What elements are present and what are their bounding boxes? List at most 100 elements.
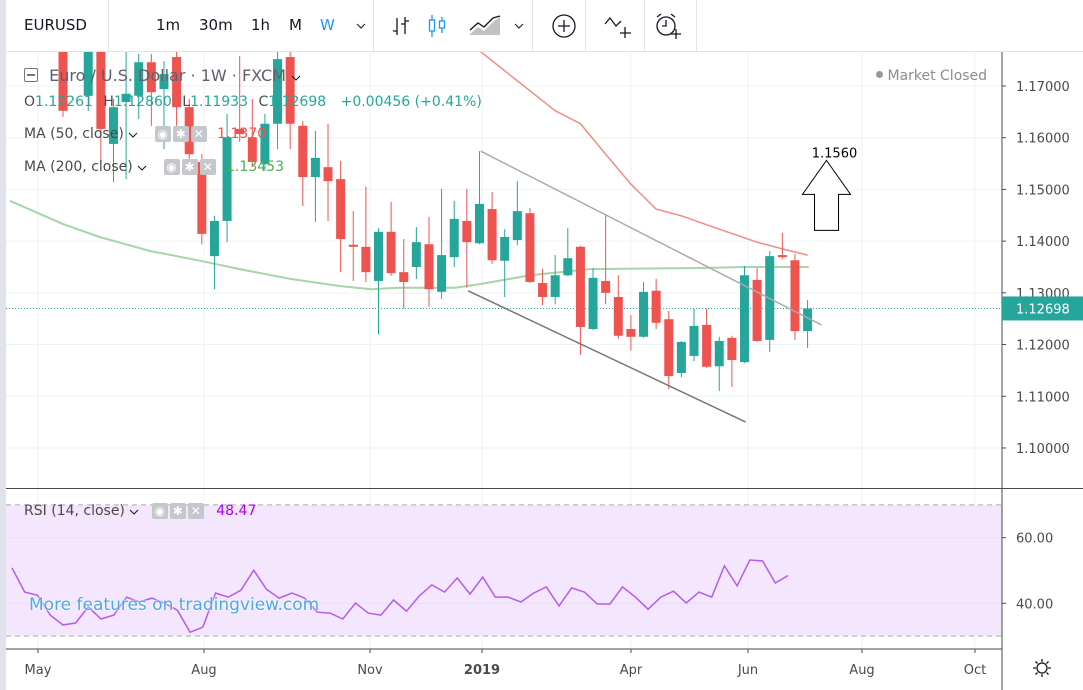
low-label: L	[182, 94, 191, 110]
candle-down	[348, 244, 358, 247]
candle-down	[538, 283, 548, 297]
symbol-description: Euro / U.S. Dollar · 1W · FXCM	[49, 66, 286, 85]
ma200-legend[interactable]: MA (200, close) ◉ ✱ ✕ 1.13453	[24, 159, 284, 175]
candle-up	[374, 231, 383, 281]
candle-down	[601, 280, 611, 293]
chevron-down-icon[interactable]	[129, 509, 139, 515]
candle-up	[474, 203, 484, 244]
divider	[532, 0, 533, 51]
price-tick-label: 1.14000	[1016, 235, 1070, 250]
candle-up	[108, 107, 118, 144]
open-value: 1.12261	[35, 94, 93, 110]
candle-down	[96, 52, 106, 129]
price-change: +0.00456 (+0.41%)	[340, 94, 482, 110]
ma200-value: 1.13453	[226, 159, 284, 175]
candle-down	[487, 209, 497, 261]
interval-30m[interactable]: 30m	[199, 16, 233, 34]
candle-down	[424, 244, 434, 290]
candles-chart-icon[interactable]	[426, 0, 448, 51]
divider	[108, 0, 109, 51]
low-value: 1.11933	[190, 94, 248, 110]
candle-down	[172, 57, 182, 108]
collapse-legend-icon[interactable]	[24, 68, 38, 82]
candle-up	[260, 123, 270, 165]
candle-up	[676, 341, 686, 373]
area-chart-icon[interactable]	[468, 0, 502, 51]
price-tick-label: 1.16000	[1016, 132, 1070, 147]
candle-up	[411, 242, 421, 267]
close-icon[interactable]: ✕	[190, 126, 207, 142]
candle-down	[247, 137, 257, 163]
rsi-tick-label: 40.00	[1016, 597, 1053, 612]
candle-down	[777, 255, 787, 258]
close-label: C	[258, 94, 269, 110]
chevron-down-icon[interactable]	[128, 132, 138, 138]
chevron-down-icon[interactable]	[291, 75, 301, 81]
market-status: Market Closed	[876, 68, 987, 84]
interval-1m[interactable]: 1m	[156, 16, 181, 34]
price-tick-label: 1.11000	[1016, 390, 1070, 405]
candle-up	[134, 62, 144, 96]
eye-icon[interactable]: ◉	[151, 503, 168, 519]
candle-down	[525, 213, 535, 282]
candle-down	[184, 107, 194, 155]
alert-alarm-clock-icon[interactable]	[654, 0, 684, 51]
candle-up	[689, 325, 699, 356]
eye-icon[interactable]: ◉	[163, 159, 180, 175]
rsi-line	[11, 559, 789, 634]
gear-icon[interactable]: ✱	[172, 126, 189, 142]
high-label: H	[103, 94, 114, 110]
time-tick-label: Aug	[191, 663, 216, 678]
candle-down	[727, 337, 737, 361]
eye-icon[interactable]: ◉	[154, 126, 171, 142]
rsi-label: RSI (14, close)	[24, 503, 125, 519]
interval-dropdown-chevron-icon[interactable]	[356, 0, 366, 51]
compare-add-symbol-icon[interactable]	[551, 0, 577, 51]
candle-up	[449, 218, 459, 258]
rsi-tick-label: 60.00	[1016, 532, 1053, 547]
gear-icon[interactable]: ✱	[181, 159, 198, 175]
chart-type-chevron-icon[interactable]	[514, 0, 524, 51]
candle-down	[752, 279, 762, 341]
ma200-label: MA (200, close)	[24, 159, 133, 175]
series-legend-title[interactable]: Euro / U.S. Dollar · 1W · FXCM	[24, 66, 301, 85]
rsi-legend[interactable]: RSI (14, close) ◉ ✱ ✕ 48.47	[24, 503, 256, 519]
candle-down	[664, 319, 674, 377]
tradingview-watermark-link[interactable]: More features on tradingview.com	[29, 595, 320, 615]
market-status-text: Market Closed	[887, 68, 988, 84]
chevron-down-icon[interactable]	[137, 165, 147, 171]
symbol-search-button[interactable]: EURUSD	[24, 16, 87, 34]
time-tick-label: Jun	[737, 663, 758, 678]
up-arrow-annotation	[801, 159, 852, 231]
time-tick-label: May	[25, 663, 52, 678]
candle-down	[613, 296, 623, 336]
candle-up	[739, 275, 749, 363]
candle-up	[500, 236, 510, 261]
left-sidebar-edge	[0, 0, 6, 690]
bars-chart-icon[interactable]	[390, 0, 412, 51]
interval-M[interactable]: M	[289, 16, 302, 34]
close-value: 1.12698	[268, 94, 327, 110]
candle-down	[626, 329, 636, 337]
candle-up	[639, 291, 649, 337]
candle-down	[146, 62, 156, 93]
price-tick-label: 1.12000	[1016, 339, 1070, 354]
close-icon[interactable]: ✕	[199, 159, 216, 175]
interval-1h[interactable]: 1h	[251, 16, 271, 34]
open-label: O	[24, 94, 36, 110]
candle-up	[83, 52, 93, 96]
ma50-legend[interactable]: MA (50, close) ◉ ✱ ✕ 1.1370	[24, 126, 266, 142]
gear-icon[interactable]: ✱	[169, 503, 186, 519]
interval-W-active[interactable]: W	[320, 16, 335, 34]
time-tick-label: 2019	[464, 663, 500, 678]
time-tick-label: Oct	[964, 663, 986, 678]
divider	[585, 0, 586, 51]
candle-up	[437, 255, 447, 292]
close-icon[interactable]: ✕	[187, 503, 204, 519]
candle-down	[235, 128, 245, 135]
candle-up	[222, 137, 232, 221]
indicators-icon[interactable]	[603, 0, 635, 51]
chart-settings-sun-icon[interactable]	[1032, 658, 1052, 682]
lower-channel-trendline	[467, 290, 747, 423]
